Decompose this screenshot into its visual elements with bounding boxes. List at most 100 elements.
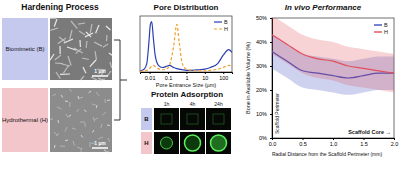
sem-texture bbox=[63, 65, 69, 73]
tick: 30% bbox=[256, 63, 272, 69]
tick-mark bbox=[394, 138, 395, 140]
sem-image bbox=[50, 88, 112, 152]
tick: 1.5 bbox=[360, 138, 368, 147]
sem-texture bbox=[109, 53, 112, 55]
tick: 50% bbox=[256, 15, 272, 21]
sem-texture bbox=[85, 41, 87, 48]
tick: 0% bbox=[259, 135, 272, 141]
tick: 10 bbox=[202, 72, 208, 81]
sem-texture bbox=[69, 89, 72, 92]
tick-label: 1 bbox=[185, 75, 188, 81]
micrograph bbox=[206, 132, 231, 154]
tick-mark bbox=[270, 90, 272, 91]
legend-swatch bbox=[214, 21, 222, 22]
scale-bar bbox=[92, 147, 108, 149]
sem-texture bbox=[89, 91, 91, 93]
sem-texture bbox=[59, 46, 60, 54]
sem-texture bbox=[94, 118, 98, 120]
sem-texture bbox=[85, 123, 86, 127]
sem-texture bbox=[84, 110, 86, 112]
sem-texture bbox=[55, 62, 63, 64]
sem-texture bbox=[81, 76, 84, 80]
legend-label: H bbox=[224, 26, 228, 32]
sem-texture bbox=[61, 95, 63, 98]
row-label: H bbox=[144, 140, 148, 146]
sem-texture bbox=[67, 47, 76, 50]
sem-texture bbox=[98, 137, 103, 139]
bracket bbox=[114, 40, 127, 120]
sem-texture bbox=[107, 151, 109, 152]
sem-texture bbox=[54, 132, 57, 136]
sem-texture bbox=[68, 56, 71, 65]
sem-texture bbox=[102, 112, 106, 115]
tick: 100 bbox=[219, 72, 228, 81]
micrograph bbox=[180, 132, 205, 154]
sem-texture bbox=[50, 28, 58, 30]
figure: Hardening ProcessBiomimetic (B)1 µmHydro… bbox=[0, 0, 400, 171]
sem-texture bbox=[72, 128, 76, 129]
tick-mark bbox=[168, 72, 169, 74]
series-line bbox=[140, 24, 232, 71]
sem-texture bbox=[77, 147, 82, 149]
tick-label: 0% bbox=[259, 135, 267, 141]
row-label: B bbox=[144, 116, 149, 122]
sem-texture bbox=[94, 42, 102, 46]
sem-texture bbox=[60, 146, 65, 147]
legend-label: H bbox=[384, 29, 388, 35]
sem-texture bbox=[54, 145, 55, 148]
legend-label: B bbox=[224, 19, 228, 25]
sem-texture bbox=[65, 101, 68, 102]
sem-texture bbox=[82, 58, 89, 60]
y-axis: 0%10%20%30%40%50% bbox=[256, 15, 273, 141]
error-band bbox=[272, 18, 394, 92]
sem-texture bbox=[74, 48, 83, 53]
tick-mark bbox=[270, 138, 272, 139]
sem-texture bbox=[90, 60, 96, 67]
panel-title: Hardening Process bbox=[21, 2, 99, 12]
sem-texture bbox=[93, 117, 95, 122]
sem-texture bbox=[95, 51, 97, 60]
legend-swatch bbox=[374, 24, 382, 25]
tick-label: 0.5 bbox=[299, 141, 307, 147]
sem-texture bbox=[105, 99, 106, 103]
row-label-box bbox=[141, 132, 152, 154]
tick-label: 20% bbox=[256, 87, 267, 93]
fluorescence bbox=[161, 114, 172, 124]
sem-texture bbox=[110, 62, 112, 68]
tick-mark bbox=[303, 138, 304, 140]
sem-texture bbox=[92, 130, 94, 133]
series-line bbox=[140, 22, 232, 71]
sem-texture bbox=[69, 102, 70, 107]
sem-texture bbox=[83, 67, 86, 73]
sem-texture bbox=[66, 114, 68, 118]
scale-bar-label: 1 µm bbox=[94, 68, 106, 74]
plot-area bbox=[140, 22, 232, 72]
tick-mark bbox=[150, 72, 151, 74]
chart-title: In vivo Performance bbox=[285, 3, 362, 12]
sem-texture bbox=[73, 141, 75, 146]
series-line bbox=[272, 35, 394, 73]
sem-texture bbox=[58, 120, 60, 123]
tick-label: 1.5 bbox=[360, 141, 368, 147]
axis-title: Pore Entrance Size (µm) bbox=[156, 82, 216, 88]
tick-mark bbox=[270, 114, 272, 115]
legend-swatch bbox=[214, 28, 222, 29]
tick-mark bbox=[270, 66, 272, 67]
tick-label: 0.01 bbox=[145, 75, 156, 81]
row-label-box bbox=[141, 108, 152, 130]
sem-texture bbox=[69, 115, 71, 117]
plot-frame bbox=[140, 16, 232, 72]
tick-label: 30% bbox=[256, 63, 267, 69]
sem-texture bbox=[101, 124, 102, 128]
tick-mark bbox=[223, 72, 224, 74]
sem-texture bbox=[78, 23, 85, 24]
sem-texture bbox=[70, 30, 72, 40]
sem-texture bbox=[96, 105, 98, 108]
annotation: Scaffold Perimeter bbox=[274, 93, 280, 134]
tick: 20% bbox=[256, 87, 272, 93]
tick-label: 10% bbox=[256, 111, 267, 117]
sem-texture bbox=[92, 104, 96, 105]
label-box bbox=[2, 88, 48, 152]
column-label: 4h bbox=[190, 101, 196, 107]
x-axis: 0.010.1110100 bbox=[141, 72, 233, 81]
